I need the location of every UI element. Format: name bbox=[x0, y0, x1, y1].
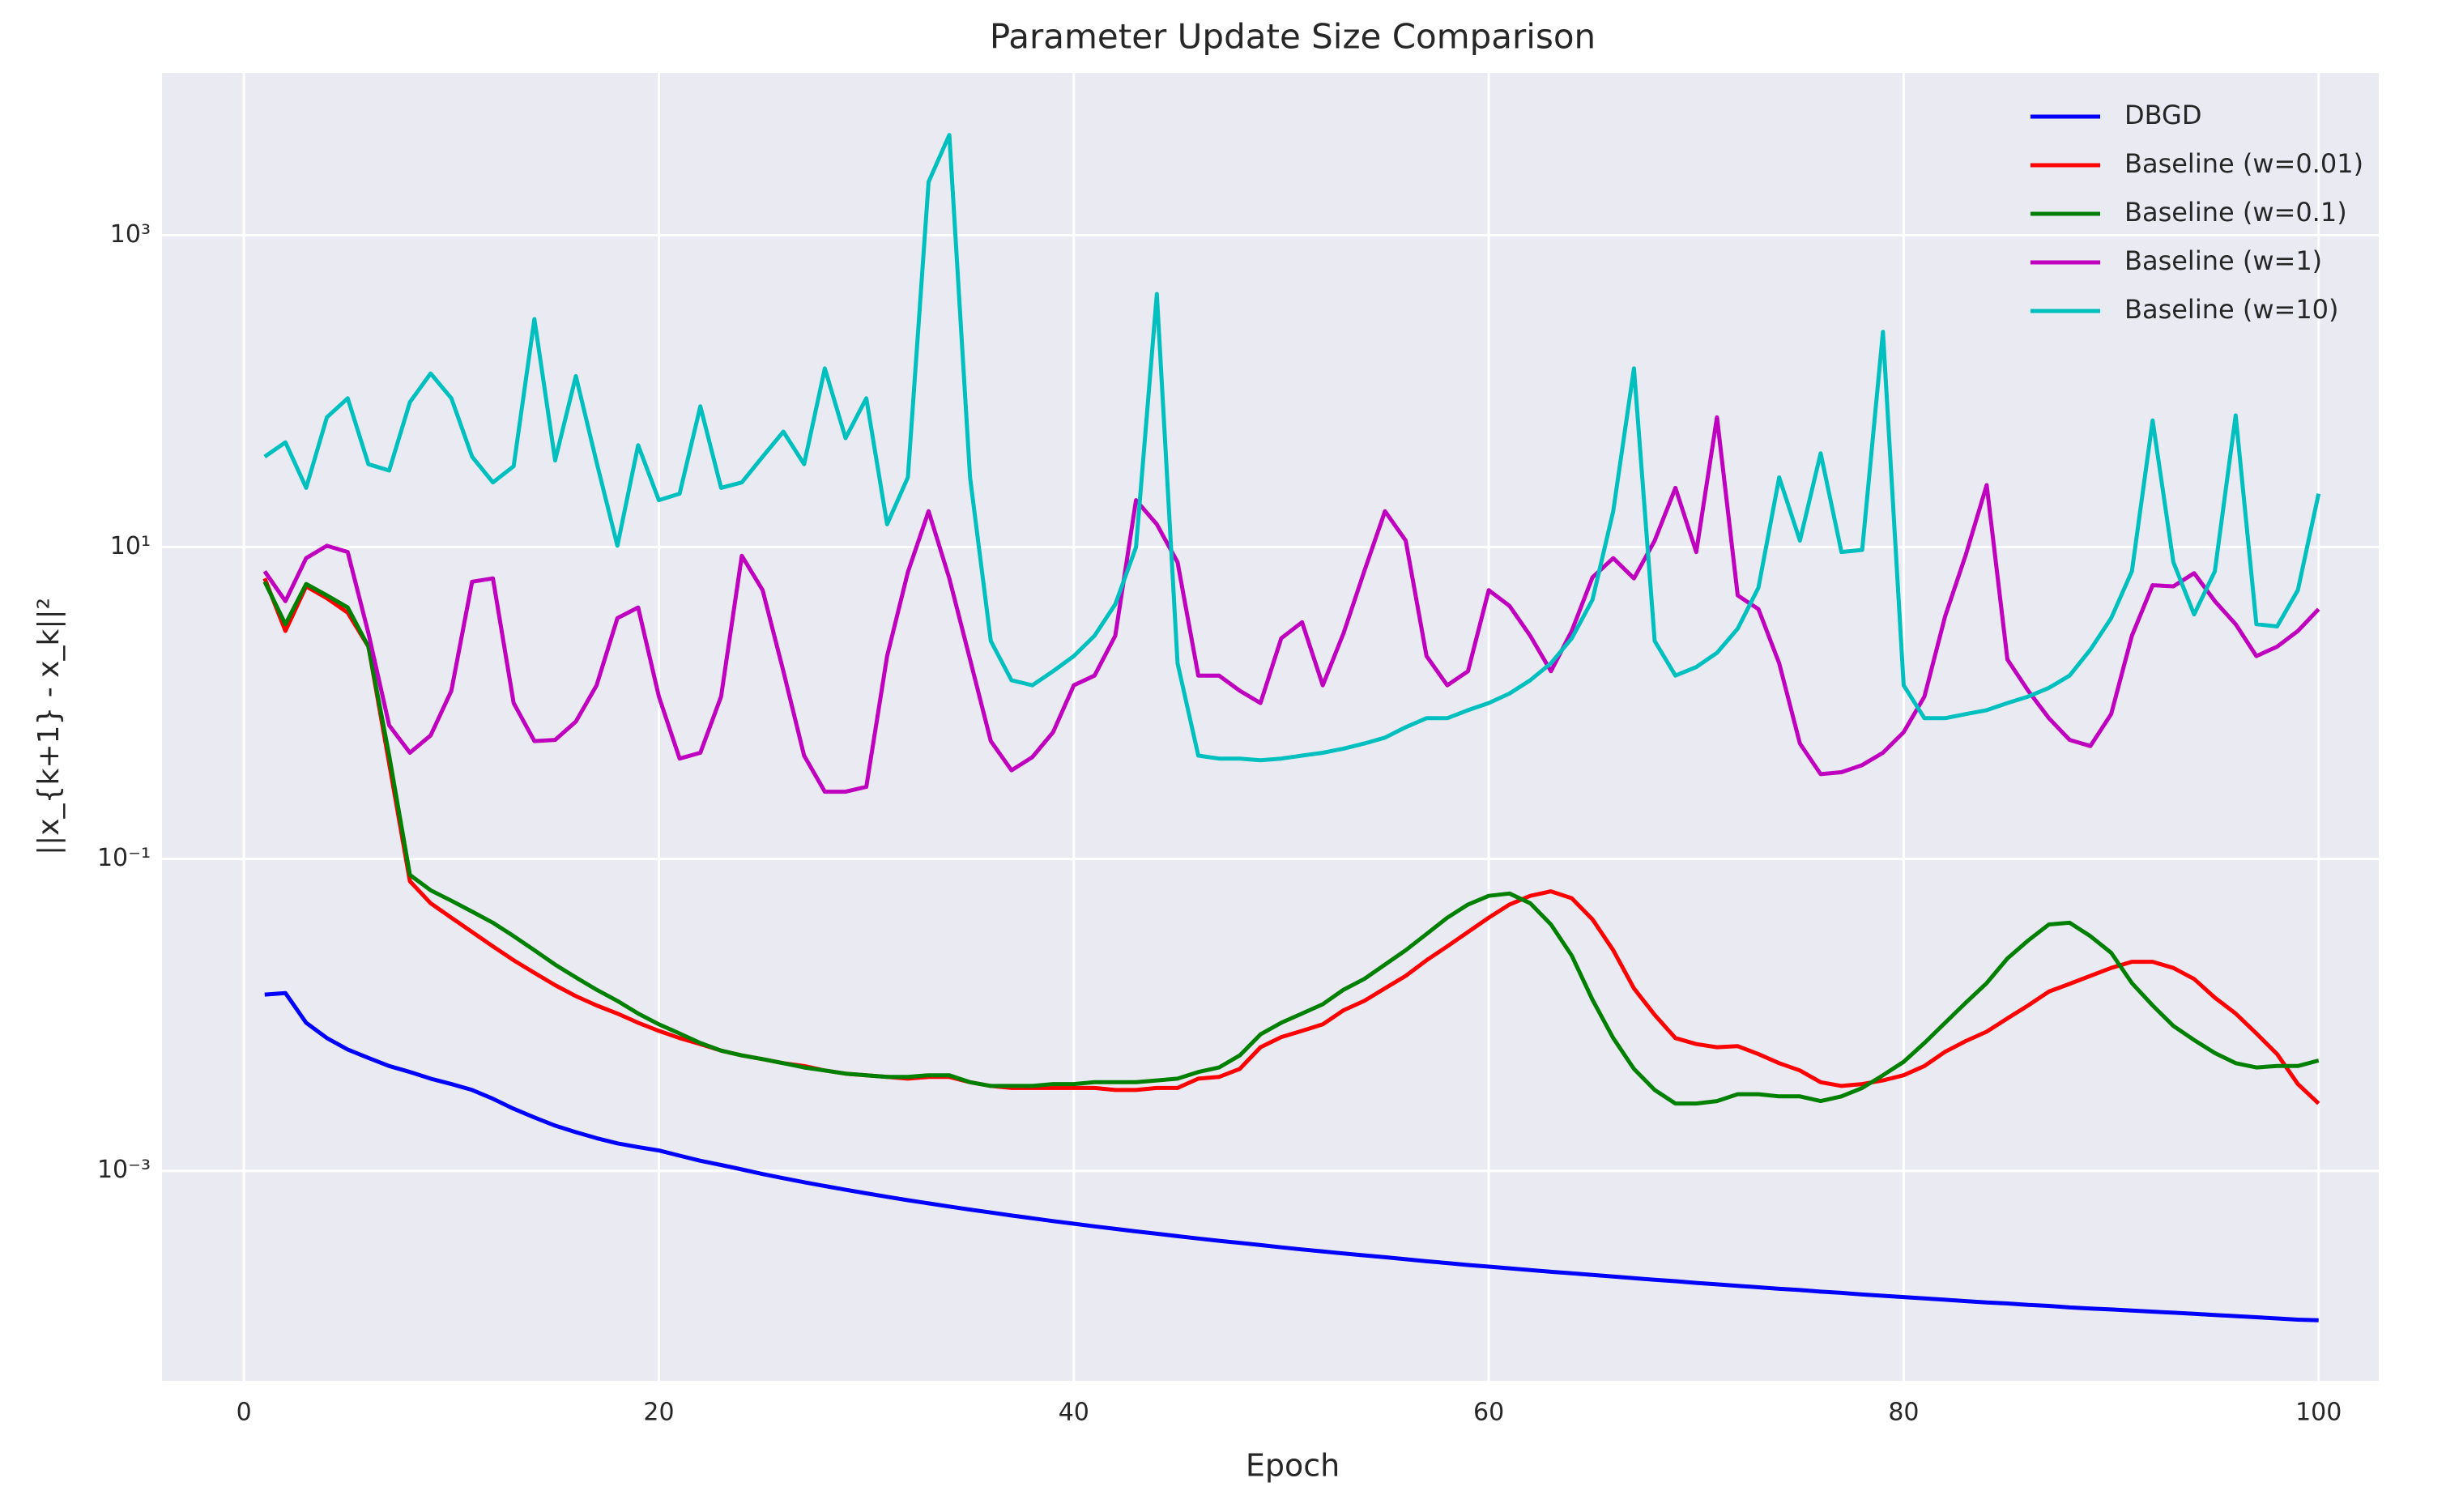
x-tick-label: 100 bbox=[2295, 1399, 2342, 1427]
y-axis-label: ||x_{k+1} - x_k||² bbox=[32, 598, 66, 855]
legend-label: DBGD bbox=[2124, 100, 2201, 130]
legend-label: Baseline (w=0.01) bbox=[2124, 148, 2363, 179]
x-tick-label: 0 bbox=[237, 1399, 252, 1427]
y-tick-label: 10¹ bbox=[110, 532, 151, 560]
y-tick-label: 10³ bbox=[110, 220, 151, 249]
x-axis-label: Epoch bbox=[1246, 1448, 1340, 1484]
series-line bbox=[262, 415, 2320, 794]
plot-area bbox=[162, 73, 2379, 1381]
legend-label: Baseline (w=1) bbox=[2124, 245, 2322, 276]
y-tick-label: 10⁻¹ bbox=[97, 844, 151, 872]
series-line bbox=[262, 581, 2320, 1106]
series-line bbox=[262, 577, 2320, 1105]
x-tick-label: 80 bbox=[1888, 1399, 1919, 1427]
x-tick-label: 20 bbox=[643, 1399, 674, 1427]
legend-label: Baseline (w=0.1) bbox=[2124, 197, 2347, 228]
legend-label: Baseline (w=10) bbox=[2124, 294, 2339, 325]
x-tick-label: 40 bbox=[1059, 1399, 1089, 1427]
series-line bbox=[263, 133, 2321, 763]
series-line bbox=[264, 990, 2319, 1322]
x-tick-label: 60 bbox=[1473, 1399, 1504, 1427]
y-tick-label: 10⁻³ bbox=[97, 1156, 151, 1184]
chart-title: Parameter Update Size Comparison bbox=[990, 17, 1596, 57]
